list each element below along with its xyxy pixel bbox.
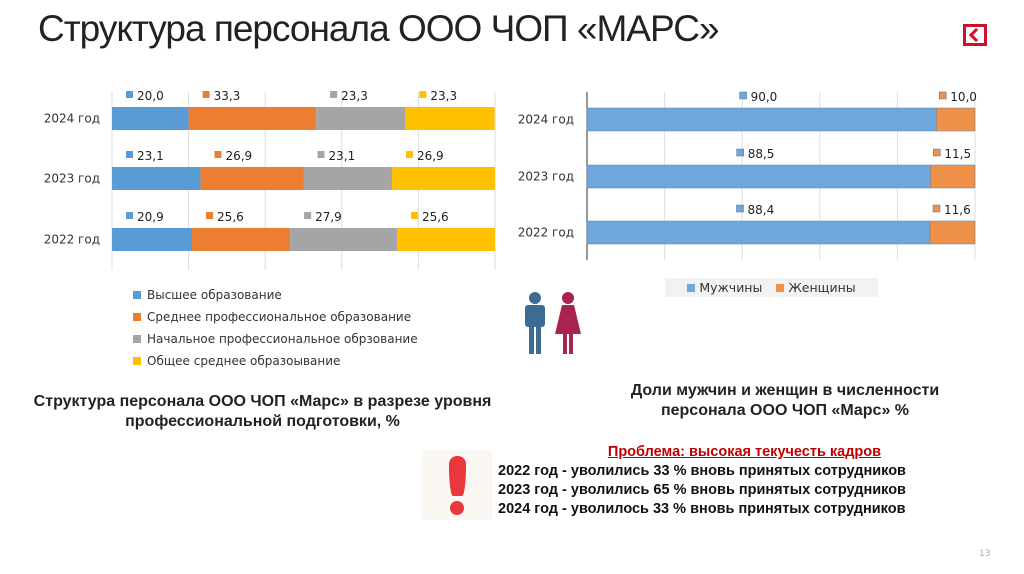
- legend-swatch: [133, 335, 141, 343]
- bar-segment: [391, 167, 495, 190]
- data-label-marker: [206, 212, 214, 219]
- data-label: 25,6: [422, 210, 449, 224]
- bar-segment: [303, 167, 392, 190]
- data-label: 88,5: [748, 147, 775, 161]
- legend-swatch: [133, 291, 141, 299]
- data-label: 88,4: [747, 203, 774, 217]
- bar-segment: [586, 220, 931, 245]
- data-label-marker: [739, 91, 747, 100]
- legend-label: Общее среднее образоывание: [147, 354, 341, 368]
- education-legend: Высшее образование Среднее профессиональ…: [133, 284, 418, 372]
- bar-segment: [112, 167, 201, 190]
- education-chart: 2024 год 20,0 33,3 23,3 23,3 2023 год 23,1 26,9…: [44, 89, 496, 270]
- gender-chart: 2024 год 90,0 10,0 2023 год 88,5 11,5 2022 год…: [518, 90, 977, 260]
- data-label-marker: [126, 212, 133, 219]
- bar-segment: [192, 228, 291, 251]
- data-label: 25,6: [217, 210, 244, 224]
- legend-label: Начальное профессиональное обрзование: [147, 332, 418, 346]
- data-label: 10,0: [950, 90, 977, 104]
- legend-item: Среднее профессиональное образование: [133, 306, 418, 328]
- legend-item: Женщины: [776, 280, 856, 295]
- data-label: 90,0: [751, 90, 778, 104]
- data-label-marker: [410, 212, 418, 219]
- man-woman-icon: [525, 292, 581, 354]
- legend-swatch: [687, 284, 696, 292]
- problem-block: Проблема: высокая текучесть кадров 2022 …: [498, 443, 906, 519]
- data-label-marker: [938, 91, 947, 100]
- data-label: 26,9: [417, 149, 444, 163]
- data-label: 27,9: [315, 210, 342, 224]
- data-label-marker: [126, 91, 133, 98]
- legend-item: Мужчины: [687, 280, 762, 295]
- data-label: 26,9: [225, 149, 252, 163]
- exclamation-icon: [422, 450, 492, 520]
- bar-segment: [112, 228, 193, 251]
- legend-label: Высшее образование: [147, 288, 282, 302]
- gender-chart-caption: Доли мужчин и женщин в численности персо…: [630, 382, 940, 419]
- data-label: 20,0: [137, 89, 164, 103]
- legend-swatch: [133, 357, 141, 365]
- problem-line: 2023 год - уволились 65 % вновь принятых…: [498, 482, 906, 498]
- data-label: 20,9: [137, 210, 164, 224]
- data-label-marker: [405, 151, 413, 158]
- charts-svg: 2024 год 20,0 33,3 23,3 23,3 2023 год 23,1 26,9…: [44, 89, 977, 270]
- data-label-marker: [202, 91, 210, 98]
- bar-segment: [200, 167, 304, 190]
- data-label-marker: [330, 91, 338, 98]
- legend-label: Женщины: [788, 280, 856, 295]
- data-label-marker: [419, 91, 427, 98]
- category-label: 2023 год: [518, 170, 574, 184]
- bar-segment: [586, 164, 931, 189]
- data-label-marker: [736, 148, 744, 157]
- problem-line: 2022 год - уволились 33 % вновь принятых…: [498, 463, 906, 479]
- data-label-marker: [214, 151, 222, 158]
- data-label: 23,3: [341, 89, 368, 103]
- data-label-marker: [126, 151, 133, 158]
- data-label: 33,3: [214, 89, 241, 103]
- legend-item: Общее среднее образоывание: [133, 350, 418, 372]
- category-label: 2022 год: [44, 233, 100, 247]
- legend-swatch: [133, 313, 141, 321]
- page-number: 13: [979, 549, 991, 559]
- data-label: 11,5: [944, 147, 971, 161]
- data-label: 23,1: [329, 149, 356, 163]
- bar-segment: [930, 164, 976, 189]
- bar-segment: [290, 228, 397, 251]
- problem-heading: Проблема: высокая текучесть кадров: [607, 444, 882, 460]
- data-label: 23,3: [430, 89, 457, 103]
- data-label-marker: [736, 204, 744, 213]
- data-label: 23,1: [137, 149, 164, 163]
- problem-line: 2024 год - уволилось 33 % вновь принятых…: [498, 501, 906, 517]
- data-label-marker: [932, 204, 941, 213]
- category-label: 2024 год: [518, 113, 574, 127]
- education-chart-caption: Структура персонала ООО ЧОП «Марс» в раз…: [33, 393, 492, 430]
- logo-icon[interactable]: [963, 24, 987, 46]
- category-label: 2023 год: [44, 172, 100, 186]
- data-label-marker: [933, 148, 941, 157]
- category-label: 2024 год: [44, 112, 100, 126]
- data-label: 11,6: [944, 203, 971, 217]
- bar-segment: [188, 107, 317, 130]
- bar-segment: [405, 107, 495, 130]
- bar-segment: [586, 107, 937, 132]
- bar-segment: [112, 107, 189, 130]
- legend-label: Среднее профессиональное образование: [147, 310, 412, 324]
- bar-segment: [316, 107, 406, 130]
- legend-label: Мужчины: [699, 280, 763, 295]
- legend-swatch: [776, 284, 785, 292]
- bar-segment: [935, 107, 976, 132]
- bar-segment: [396, 228, 495, 251]
- data-label-marker: [317, 151, 325, 158]
- bar-segment: [929, 220, 976, 245]
- legend-item: Высшее образование: [133, 284, 418, 306]
- category-label: 2022 год: [518, 226, 574, 240]
- gender-legend: Мужчины Женщины: [665, 278, 878, 297]
- data-label-marker: [304, 212, 312, 219]
- slide-title: Структура персонала ООО ЧОП «МАРС»: [38, 8, 720, 49]
- legend-item: Начальное профессиональное обрзование: [133, 328, 418, 350]
